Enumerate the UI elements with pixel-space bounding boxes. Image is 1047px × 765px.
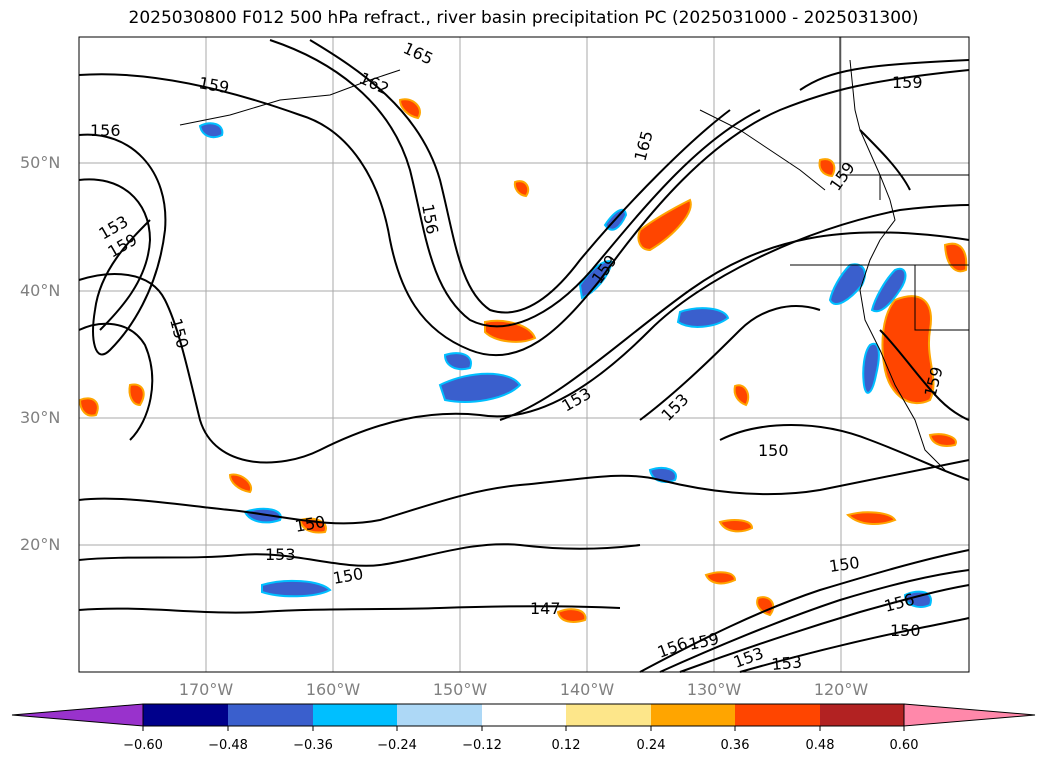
lon-label: 170°W bbox=[178, 680, 234, 699]
contour-156b bbox=[659, 569, 970, 673]
contour-153c bbox=[639, 305, 821, 421]
colorbar-swatch bbox=[820, 704, 904, 726]
precip-blob bbox=[78, 397, 99, 417]
lon-label: 120°W bbox=[813, 680, 869, 699]
contour-label: 147 bbox=[530, 599, 561, 618]
colorbar-swatch bbox=[313, 704, 397, 726]
contour-150d bbox=[78, 459, 970, 525]
refractivity-contours bbox=[78, 39, 970, 673]
contour-150 bbox=[78, 204, 970, 464]
colorbar-swatch bbox=[566, 704, 651, 726]
colorbar-extend-min bbox=[11, 703, 144, 727]
coastline-alaska-panhandle bbox=[699, 109, 826, 191]
contour-153 bbox=[78, 178, 152, 331]
colorbar-tick-label: −0.24 bbox=[377, 738, 417, 753]
border-segment bbox=[914, 265, 969, 331]
colorbar-swatch bbox=[482, 704, 566, 726]
contour-159b bbox=[679, 584, 970, 673]
colorbar-tick-label: 0.36 bbox=[720, 738, 750, 753]
colorbar-swatch bbox=[228, 704, 313, 726]
contour-label: 159 bbox=[892, 73, 923, 92]
precip-blob bbox=[756, 596, 775, 617]
contour-label: 150 bbox=[828, 553, 861, 576]
lat-label: 50°N bbox=[20, 153, 61, 172]
colorbar bbox=[11, 703, 1036, 731]
contour-label: 150 bbox=[758, 441, 789, 460]
precip-blob bbox=[261, 579, 332, 598]
precip-blob bbox=[228, 473, 253, 494]
lon-label: 160°W bbox=[305, 680, 361, 699]
border-canada bbox=[839, 37, 969, 176]
contour-147 bbox=[78, 605, 621, 614]
contour-162 bbox=[269, 39, 761, 328]
precip-blob bbox=[862, 342, 880, 394]
contour-159c bbox=[859, 129, 911, 191]
coastline-aleutians bbox=[179, 69, 401, 126]
precip-blob bbox=[818, 158, 836, 178]
precip-blob bbox=[556, 608, 587, 623]
contour-153b bbox=[499, 231, 970, 421]
lon-label: 140°W bbox=[559, 680, 615, 699]
contour-150c bbox=[719, 424, 970, 481]
colorbar-tick-label: 0.60 bbox=[889, 738, 919, 753]
lon-label: 150°W bbox=[432, 680, 488, 699]
precip-blob bbox=[676, 307, 730, 328]
contour-153e bbox=[739, 617, 970, 673]
contour-150b bbox=[78, 322, 154, 441]
coastlines bbox=[179, 37, 969, 471]
lon-label: 130°W bbox=[686, 680, 742, 699]
contour-159 bbox=[78, 69, 970, 357]
precip-blob bbox=[704, 571, 737, 585]
contour-label: 156 bbox=[90, 121, 121, 140]
colorbar-tick-label: −0.48 bbox=[208, 738, 248, 753]
contour-150e bbox=[78, 543, 641, 567]
contour-153d bbox=[639, 549, 970, 673]
lat-label: 30°N bbox=[20, 408, 61, 427]
contour-159e bbox=[879, 329, 970, 421]
precip-blob bbox=[398, 98, 421, 120]
contour-159d bbox=[799, 59, 970, 91]
colorbar-tick-label: −0.12 bbox=[462, 738, 502, 753]
precip-blob-california bbox=[881, 295, 935, 405]
precip-blob bbox=[828, 263, 866, 305]
colorbar-swatch bbox=[143, 704, 228, 726]
precip-blob bbox=[443, 352, 472, 371]
contour-label: 153 bbox=[265, 545, 296, 564]
colorbar-tick-label: −0.60 bbox=[123, 738, 163, 753]
coastline-north-america bbox=[849, 59, 946, 471]
map-title: 2025030800 F012 500 hPa refract., river … bbox=[128, 8, 919, 28]
contour-165 bbox=[309, 39, 731, 314]
contour-156 bbox=[78, 133, 167, 356]
colorbar-outline bbox=[142, 703, 905, 727]
precip-blob bbox=[128, 383, 145, 407]
colorbar-swatch bbox=[397, 704, 482, 726]
colorbar-tick-label: 0.24 bbox=[636, 738, 666, 753]
precip-blob bbox=[513, 180, 530, 198]
colorbar-tick-label: 0.12 bbox=[551, 738, 581, 753]
map-area bbox=[79, 37, 969, 672]
colorbar-swatch bbox=[735, 704, 820, 726]
colorbar-tick-label: 0.48 bbox=[805, 738, 835, 753]
precip-blob-central bbox=[438, 372, 522, 403]
precip-blob bbox=[733, 384, 750, 407]
lat-label: 20°N bbox=[20, 535, 61, 554]
lat-label: 40°N bbox=[20, 281, 61, 300]
colorbar-swatch bbox=[651, 704, 735, 726]
map-frame bbox=[78, 36, 970, 673]
precip-blob bbox=[846, 511, 897, 525]
precip-blob bbox=[637, 198, 692, 252]
precip-blob bbox=[943, 242, 968, 273]
contour-label: 153 bbox=[771, 652, 803, 674]
contour-label: 150 bbox=[890, 621, 921, 640]
precip-blob bbox=[198, 122, 224, 139]
colorbar-tick-label: −0.36 bbox=[293, 738, 333, 753]
colorbar-extend-max bbox=[903, 703, 1036, 727]
precip-blob bbox=[718, 519, 754, 533]
precip-blob bbox=[928, 433, 957, 447]
precip-blob bbox=[870, 267, 907, 313]
